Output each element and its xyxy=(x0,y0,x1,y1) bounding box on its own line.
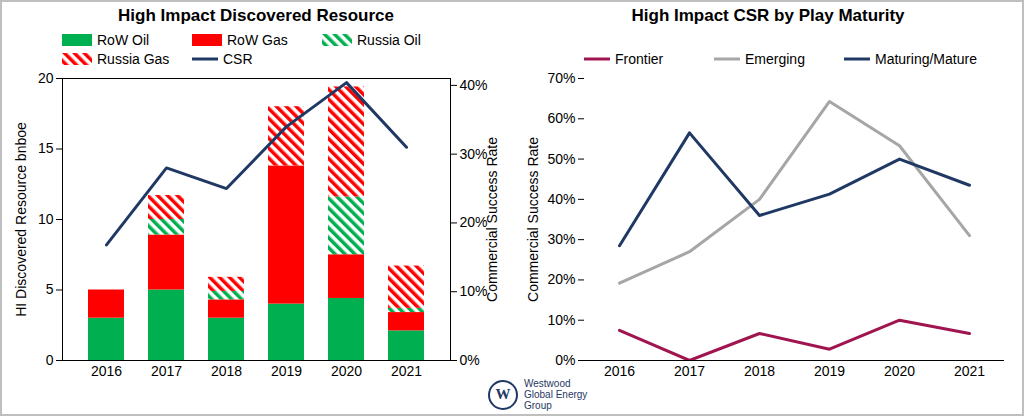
svg-text:2020: 2020 xyxy=(884,363,915,379)
svg-text:50%: 50% xyxy=(547,151,575,167)
svg-text:0%: 0% xyxy=(460,352,480,368)
html-text:Westwood: Westwood xyxy=(524,378,571,389)
html-text:CSR: CSR xyxy=(223,50,253,67)
svg-text:10%: 10% xyxy=(547,312,575,328)
svg-text:30%: 30% xyxy=(547,231,575,247)
svg-text:2019: 2019 xyxy=(814,363,845,379)
svg-text:60%: 60% xyxy=(547,110,575,126)
svg-text:10%: 10% xyxy=(460,283,488,299)
svg-text:40%: 40% xyxy=(547,191,575,207)
svg-text:HI Discovered Resource bnboe: HI Discovered Resource bnboe xyxy=(13,122,29,317)
svg-text:20%: 20% xyxy=(547,271,575,287)
svg-text:70%: 70% xyxy=(547,70,575,86)
html-text:Global Energy: Global Energy xyxy=(524,389,588,400)
html-text:RoW Gas: RoW Gas xyxy=(227,31,288,48)
svg-text:0%: 0% xyxy=(555,352,575,368)
svg-text:2021: 2021 xyxy=(391,363,422,379)
svg-text:2019: 2019 xyxy=(271,363,302,379)
svg-text:20%: 20% xyxy=(460,214,488,230)
html-text:RoW Oil: RoW Oil xyxy=(97,31,150,48)
svg-text:30%: 30% xyxy=(460,146,488,162)
svg-text:5: 5 xyxy=(46,281,54,297)
html-text:Russia Oil: Russia Oil xyxy=(357,31,421,48)
html-text:Maturing/Mature: Maturing/Mature xyxy=(875,50,977,67)
html-text:Emerging: Emerging xyxy=(745,50,805,67)
svg-text:2016: 2016 xyxy=(604,363,635,379)
svg-text:15: 15 xyxy=(38,140,54,156)
html-text:W: W xyxy=(495,386,511,402)
svg-text:2021: 2021 xyxy=(954,363,985,379)
html-text:Group: Group xyxy=(524,400,552,411)
svg-text:2017: 2017 xyxy=(151,363,182,379)
svg-text:0: 0 xyxy=(46,352,54,368)
svg-text:40%: 40% xyxy=(460,77,488,93)
svg-text:2017: 2017 xyxy=(674,363,705,379)
svg-text:20: 20 xyxy=(38,70,54,86)
svg-text:2018: 2018 xyxy=(211,363,242,379)
svg-text:10: 10 xyxy=(38,211,54,227)
svg-text:Commercial Success Rate: Commercial Success Rate xyxy=(525,137,541,302)
svg-text:2016: 2016 xyxy=(91,363,122,379)
svg-text:2020: 2020 xyxy=(331,363,362,379)
html-text:High Impact Discovered Resourc: High Impact Discovered Resource xyxy=(118,6,394,25)
html-text:Frontier: Frontier xyxy=(615,50,664,67)
svg-text:Commercial Success Rate: Commercial Success Rate xyxy=(484,137,500,302)
svg-text:2018: 2018 xyxy=(744,363,775,379)
html-text:Russia Gas: Russia Gas xyxy=(97,50,170,67)
html-text:High Impact CSR by Play Maturi: High Impact CSR by Play Maturity xyxy=(631,6,905,25)
